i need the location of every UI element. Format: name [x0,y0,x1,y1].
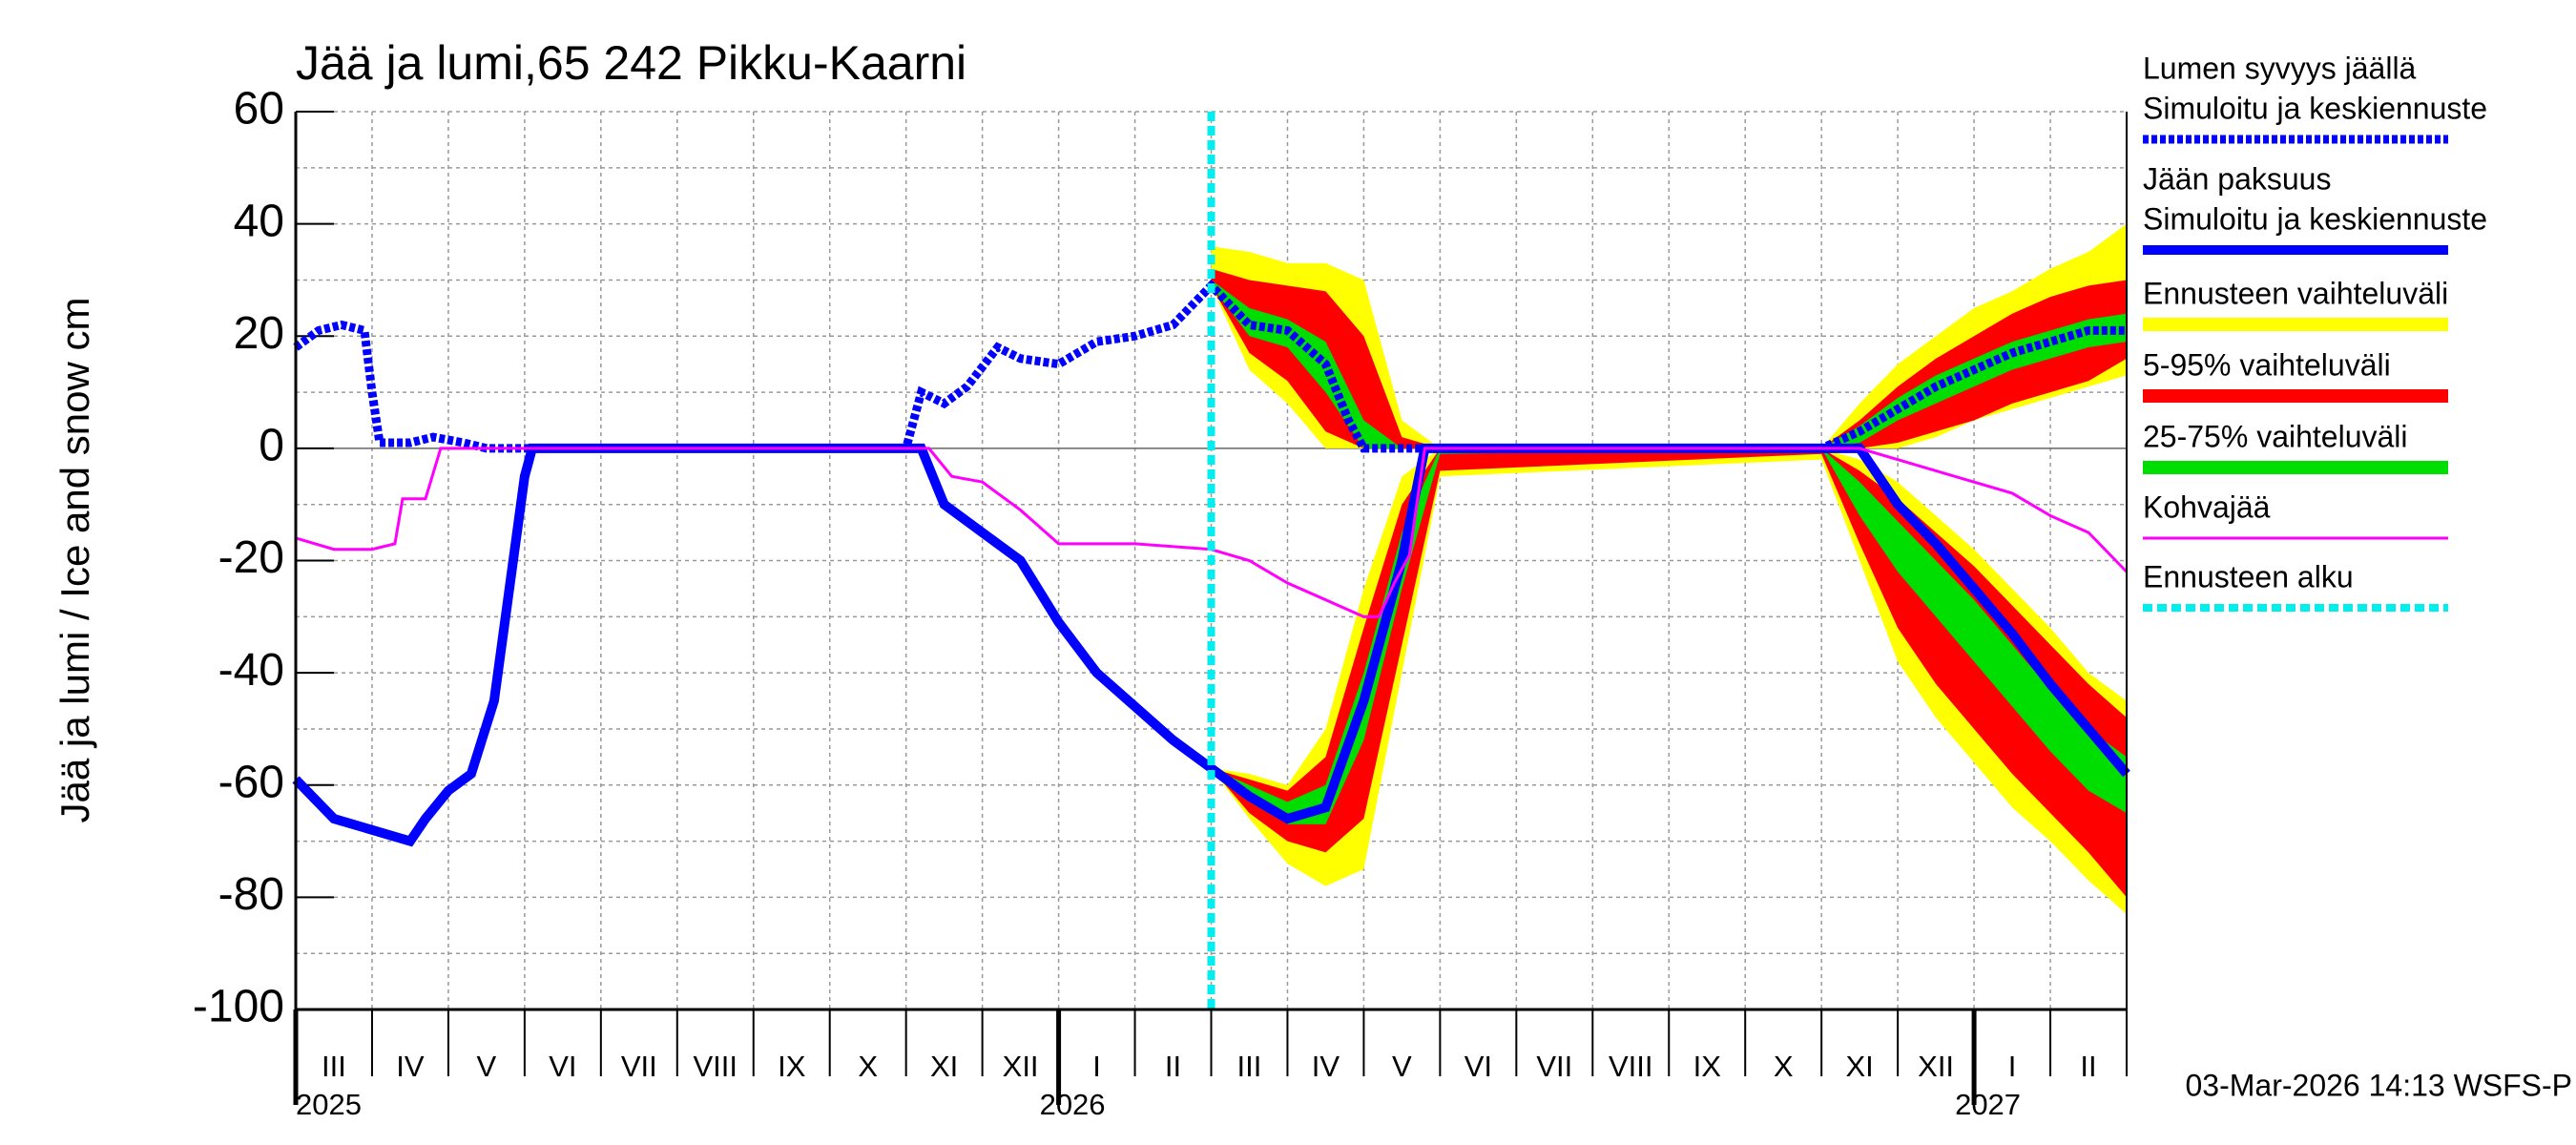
month-label: V [477,1050,497,1083]
month-label: VI [549,1050,576,1083]
y-tick-label: -100 [193,982,284,1032]
month-label: VIII [1609,1050,1653,1083]
y-tick-label: -40 [218,645,284,696]
legend-label: Simuloitu ja keskiennuste [2143,91,2487,125]
legend-label: Jään paksuus [2143,161,2331,196]
month-label: IX [1693,1050,1722,1083]
footer: 03-Mar-2026 14:13 WSFS-P [2186,1068,2573,1102]
y-tick-label: 0 [259,421,284,471]
month-label: IV [1312,1050,1340,1083]
series-line [293,279,2127,453]
legend-label: Simuloitu ja keskiennuste [2143,201,2487,236]
month-label: X [858,1050,878,1083]
month-label: XI [1845,1050,1873,1083]
month-label: II [2080,1050,2096,1083]
month-label: VII [1536,1050,1572,1083]
y-tick-label: -80 [218,869,284,920]
month-label: XII [1003,1050,1039,1083]
forecast-band [1211,448,2127,824]
month-label: I [1092,1050,1101,1083]
month-label: IX [778,1050,806,1083]
legend-label: Kohvajää [2143,489,2271,524]
legend-label: 25-75% vaihteluväli [2143,419,2408,453]
month-label: VI [1465,1050,1492,1083]
month-label: II [1165,1050,1181,1083]
year-label: 2025 [296,1088,362,1121]
month-label: III [1237,1050,1262,1083]
month-label: I [2008,1050,2017,1083]
month-label: IV [396,1050,425,1083]
y-tick-label: 40 [234,196,284,246]
month-label: X [1774,1050,1794,1083]
y-tick-label: 60 [234,84,284,135]
y-tick-label: 20 [234,308,284,359]
year-label: 2027 [1955,1088,2021,1121]
month-label: XII [1918,1050,1954,1083]
legend-label: Ennusteen alku [2143,559,2354,593]
month-label: VII [621,1050,657,1083]
legend-label: Ennusteen vaihteluväli [2143,276,2448,310]
year-label: 2026 [1040,1088,1106,1121]
month-label: XI [930,1050,958,1083]
y-tick-label: -60 [218,757,284,807]
month-label: V [1392,1050,1412,1083]
series-line [292,443,2130,847]
legend-label: 5-95% vaihteluväli [2143,347,2391,382]
month-label: VIII [694,1050,738,1083]
chart-title: Jää ja lumi,65 242 Pikku-Kaarni [296,36,966,90]
legend-label: Lumen syvyys jäällä [2143,51,2417,85]
y-tick-label: -20 [218,532,284,583]
series-line [295,447,2129,618]
y-axis-label: Jää ja lumi / Ice and snow cm [52,298,97,823]
month-label: III [322,1050,346,1083]
